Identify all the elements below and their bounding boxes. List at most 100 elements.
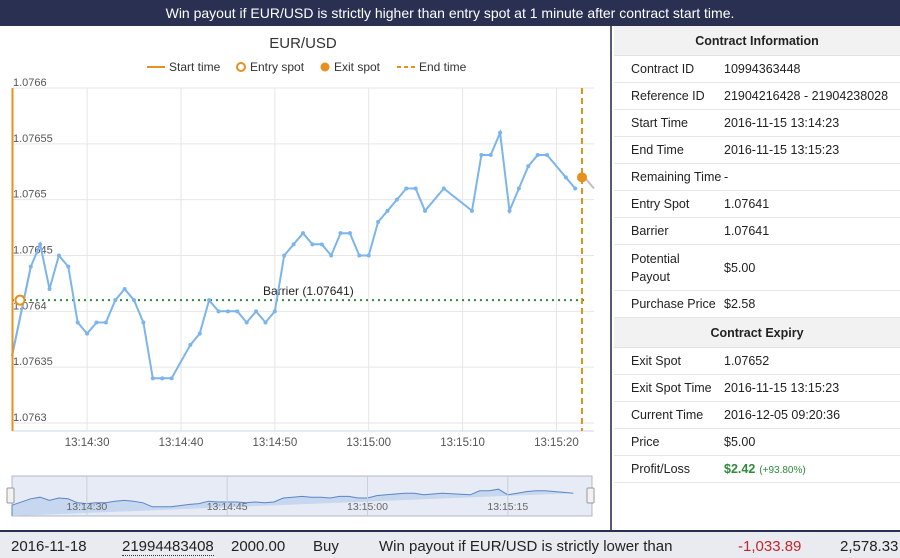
price-point[interactable] bbox=[291, 242, 296, 247]
price-point[interactable] bbox=[507, 208, 512, 213]
contract-info-label: Start Time bbox=[631, 116, 688, 130]
contract-expiry-row: Exit Spot Time 2016-11-15 13:15:23 bbox=[614, 375, 900, 402]
price-point[interactable] bbox=[563, 175, 568, 180]
contract-info-label: Barrier bbox=[631, 224, 669, 238]
y-tick-label: 1.07635 bbox=[13, 356, 53, 368]
contract-info-value: 10994363448 bbox=[724, 62, 801, 76]
price-point[interactable] bbox=[329, 253, 334, 258]
price-point[interactable] bbox=[160, 376, 165, 381]
profit-loss-label: Profit/Loss bbox=[631, 462, 691, 476]
price-point[interactable] bbox=[150, 376, 155, 381]
statement-row[interactable]: 2016-11-18 21994483408 2000.00 Buy Win p… bbox=[0, 530, 900, 558]
price-point[interactable] bbox=[254, 309, 259, 314]
price-point[interactable] bbox=[38, 242, 43, 247]
contract-info-value: 1.07641 bbox=[724, 197, 770, 211]
price-point[interactable] bbox=[441, 186, 446, 191]
price-point[interactable] bbox=[498, 130, 503, 135]
price-point[interactable] bbox=[225, 309, 230, 314]
contract-info-row: Remaining Time - bbox=[614, 164, 900, 191]
contract-info-label: Potential Payout bbox=[631, 251, 680, 284]
legend-entry-spot[interactable]: Entry spot bbox=[250, 60, 305, 74]
price-point[interactable] bbox=[301, 231, 305, 236]
price-point[interactable] bbox=[535, 153, 540, 157]
contract-expiry-row: Current Time 2016-12-05 09:20:36 bbox=[614, 402, 900, 429]
price-point[interactable] bbox=[366, 253, 371, 258]
price-point[interactable] bbox=[310, 242, 315, 247]
price-point[interactable] bbox=[94, 320, 99, 325]
contract-expiry-label: Current Time bbox=[631, 408, 704, 422]
exit-spot-marker[interactable] bbox=[577, 172, 587, 183]
statement-reference-link[interactable]: 21994483408 bbox=[122, 538, 214, 556]
legend-end-time[interactable]: End time bbox=[419, 60, 467, 74]
contract-info-value: $5.00 bbox=[724, 260, 756, 275]
entry-spot-marker[interactable] bbox=[14, 294, 26, 306]
price-point[interactable] bbox=[479, 153, 484, 157]
contract-info-row: Start Time 2016-11-15 13:14:23 bbox=[614, 110, 900, 137]
x-tick-label: 13:14:40 bbox=[159, 437, 204, 449]
price-point[interactable] bbox=[319, 242, 324, 247]
navigator-left-handle[interactable] bbox=[6, 487, 15, 504]
contract-info-label: Entry Spot bbox=[631, 197, 690, 211]
price-chart[interactable]: EUR/USD Start time Entry spot Exit spot … bbox=[0, 26, 612, 530]
x-tick-label: 13:14:30 bbox=[65, 437, 110, 449]
contract-information-table: Contract ID 10994363448 Reference ID 219042… bbox=[614, 56, 900, 318]
price-point[interactable] bbox=[413, 186, 418, 191]
price-point[interactable] bbox=[216, 309, 221, 314]
price-point[interactable] bbox=[526, 164, 531, 169]
price-point[interactable] bbox=[28, 264, 33, 269]
contract-expiry-label: Price bbox=[631, 435, 660, 449]
profit-loss-row: Profit/Loss $2.42 (+93.80%) bbox=[614, 456, 900, 483]
price-point[interactable] bbox=[385, 208, 390, 213]
contract-description-banner: Win payout if EUR/USD is strictly higher… bbox=[0, 0, 900, 26]
contract-info-row: Reference ID 21904216428 - 21904238028 bbox=[614, 83, 900, 110]
navigator-right-handle[interactable] bbox=[586, 487, 595, 504]
price-point[interactable] bbox=[75, 320, 80, 325]
price-point[interactable] bbox=[85, 331, 90, 336]
chart-legend[interactable]: Start time Entry spot Exit spot End time bbox=[147, 60, 467, 74]
price-point[interactable] bbox=[122, 287, 127, 291]
price-point[interactable] bbox=[47, 287, 52, 291]
contract-details-panel: Contract Information Contract ID 10994363… bbox=[614, 26, 900, 530]
price-point[interactable] bbox=[573, 186, 578, 191]
price-point[interactable] bbox=[263, 320, 268, 325]
price-point[interactable] bbox=[423, 208, 428, 213]
contract-info-label: Remaining Time bbox=[631, 170, 722, 184]
statement-action: Buy bbox=[313, 538, 339, 555]
price-point[interactable] bbox=[197, 331, 202, 336]
contract-expiry-label: Exit Spot Time bbox=[631, 381, 712, 395]
price-point[interactable] bbox=[516, 186, 521, 191]
price-point[interactable] bbox=[282, 253, 287, 258]
price-point[interactable] bbox=[66, 264, 71, 269]
contract-info-value: - bbox=[724, 170, 729, 184]
price-point[interactable] bbox=[141, 320, 146, 325]
price-point[interactable] bbox=[132, 298, 137, 303]
contract-expiry-value: 2016-12-05 09:20:36 bbox=[724, 408, 841, 422]
price-point[interactable] bbox=[169, 376, 174, 381]
price-point[interactable] bbox=[113, 298, 118, 303]
price-point[interactable] bbox=[376, 220, 381, 224]
price-point[interactable] bbox=[338, 231, 343, 236]
price-point[interactable] bbox=[56, 253, 61, 258]
price-point[interactable] bbox=[272, 309, 277, 314]
price-point[interactable] bbox=[188, 342, 193, 347]
price-point[interactable] bbox=[394, 197, 399, 202]
profit-loss-value: $2.42 bbox=[724, 462, 756, 476]
contract-expiry-row: Exit Spot 1.07652 bbox=[614, 348, 900, 375]
legend-exit-spot[interactable]: Exit spot bbox=[334, 60, 381, 74]
profit-loss-value-cell: $2.42 (+93.80%) bbox=[724, 462, 900, 476]
price-point[interactable] bbox=[207, 298, 212, 303]
price-point[interactable] bbox=[347, 231, 352, 236]
price-point[interactable] bbox=[103, 320, 108, 325]
price-point[interactable] bbox=[469, 208, 474, 213]
price-point[interactable] bbox=[235, 309, 240, 314]
contract-info-label: Contract ID bbox=[631, 62, 695, 76]
statement-change: -1,033.89 bbox=[738, 538, 802, 555]
price-point[interactable] bbox=[244, 320, 249, 325]
price-point[interactable] bbox=[488, 153, 493, 157]
price-point[interactable] bbox=[404, 186, 409, 191]
contract-expiry-value: 2016-11-15 13:15:23 bbox=[724, 381, 840, 395]
price-point[interactable] bbox=[357, 253, 362, 258]
legend-start-time[interactable]: Start time bbox=[169, 60, 221, 74]
price-point[interactable] bbox=[545, 153, 550, 157]
statement-date: 2016-11-18 bbox=[11, 538, 87, 555]
